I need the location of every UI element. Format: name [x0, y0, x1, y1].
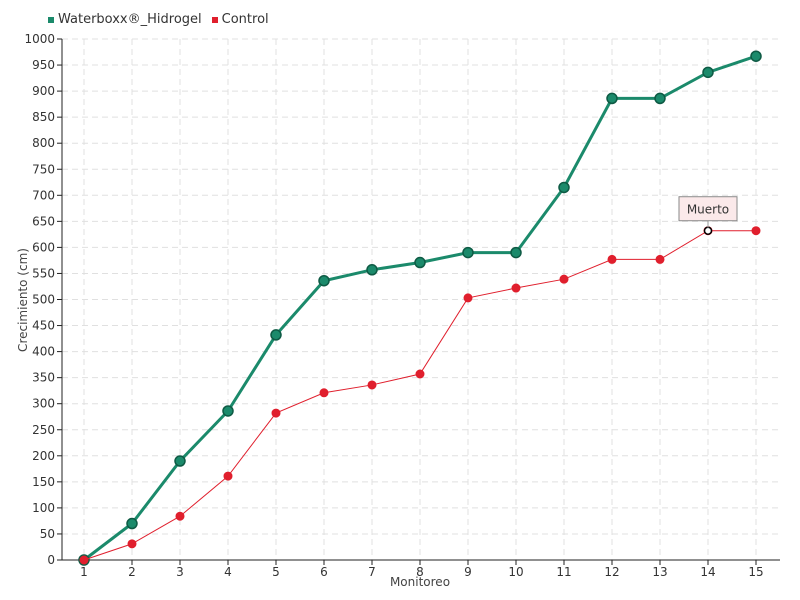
y-tick-label: 600 — [32, 240, 55, 254]
x-tick-label: 1 — [80, 565, 88, 579]
y-tick-label: 900 — [32, 84, 55, 98]
x-tick-label: 5 — [272, 565, 280, 579]
x-tick-label: 6 — [320, 565, 328, 579]
legend-item-control[interactable]: Control — [211, 12, 269, 27]
x-tick-label: 2 — [128, 565, 136, 579]
annotation-label: Muerto — [687, 203, 729, 217]
x-tick-label: 15 — [748, 565, 763, 579]
annotation-marker — [703, 226, 713, 235]
y-tick-label: 950 — [32, 58, 55, 72]
y-tick-label: 0 — [47, 553, 55, 567]
data-point-control[interactable] — [607, 254, 617, 264]
x-tick-label: 12 — [604, 565, 619, 579]
y-tick-label: 50 — [40, 527, 55, 541]
data-point-control[interactable] — [223, 471, 233, 481]
y-tick-label: 250 — [32, 423, 55, 437]
grid-layer — [62, 38, 780, 560]
data-point-waterboxx[interactable] — [558, 181, 570, 194]
x-tick-label: 8 — [416, 565, 424, 579]
data-point-waterboxx[interactable] — [654, 92, 666, 105]
axis-layer: 0 50 100 150 200 250 300 350 400 450 500 550 600 650 7… — [24, 32, 780, 579]
y-tick-label: 550 — [32, 266, 55, 280]
legend-item-waterboxx[interactable]: Waterboxx®_Hidrogel — [48, 12, 202, 27]
y-tick-label: 1000 — [24, 32, 55, 46]
data-point-waterboxx[interactable] — [414, 256, 426, 269]
data-point-waterboxx[interactable] — [366, 264, 378, 276]
x-tick-label: 9 — [464, 565, 472, 579]
x-axis-title: Monitoreo — [390, 575, 450, 589]
data-point-waterboxx[interactable] — [702, 66, 714, 79]
data-point-control[interactable] — [271, 408, 281, 418]
x-tick-label: 4 — [224, 565, 232, 579]
data-point-waterboxx[interactable] — [174, 455, 186, 467]
y-tick-label: 650 — [32, 214, 55, 228]
data-point-waterboxx[interactable] — [606, 92, 618, 105]
data-point-control[interactable] — [655, 254, 665, 264]
y-tick-label: 100 — [32, 501, 55, 515]
data-point-control[interactable] — [319, 388, 329, 398]
legend-label-control: Control — [221, 12, 269, 27]
y-tick-label: 850 — [32, 110, 55, 124]
y-tick-label: 300 — [32, 397, 55, 411]
legend-swatch-control — [211, 16, 218, 23]
y-tick-label: 750 — [32, 162, 55, 176]
data-point-waterboxx[interactable] — [126, 517, 138, 530]
y-tick-label: 450 — [32, 319, 55, 333]
data-point-control[interactable] — [127, 539, 137, 549]
data-point-control[interactable] — [463, 293, 473, 303]
annotation-box — [678, 196, 738, 222]
annotation-layer: Muerto — [678, 196, 738, 235]
y-tick-label: 400 — [32, 345, 55, 359]
chart-legend: Waterboxx®_Hidrogel Control — [48, 12, 269, 27]
y-tick-label: 350 — [32, 371, 55, 385]
data-point-control[interactable] — [367, 380, 377, 390]
x-tick-label: 13 — [652, 565, 667, 579]
x-tick-label: 3 — [176, 565, 184, 579]
y-tick-label: 150 — [32, 475, 55, 489]
y-tick-label: 200 — [32, 449, 55, 463]
x-tick-label: 11 — [556, 565, 571, 579]
x-tick-label: 7 — [368, 565, 376, 579]
data-point-waterboxx[interactable] — [750, 50, 762, 62]
y-tick-label: 500 — [32, 293, 55, 307]
legend-swatch-waterboxx — [48, 16, 54, 23]
data-point-waterboxx[interactable] — [222, 405, 234, 417]
data-point-control[interactable] — [79, 555, 89, 565]
y-tick-label: 700 — [32, 188, 55, 202]
data-point-waterboxx[interactable] — [510, 246, 522, 259]
y-tick-label: 800 — [32, 136, 55, 150]
data-point-waterboxx[interactable] — [318, 274, 330, 287]
data-point-waterboxx[interactable] — [462, 246, 474, 259]
data-point-control[interactable] — [511, 283, 521, 293]
data-point-control[interactable] — [751, 226, 761, 236]
data-point-waterboxx[interactable] — [270, 329, 282, 341]
x-tick-label: 14 — [700, 565, 715, 579]
data-point-control[interactable] — [175, 511, 185, 521]
data-point-control[interactable] — [415, 369, 425, 379]
series-layer — [78, 50, 762, 566]
x-tick-label: 10 — [508, 565, 523, 579]
y-axis-title: Crecimiento (cm) — [16, 248, 30, 352]
legend-label-waterboxx: Waterboxx®_Hidrogel — [58, 12, 202, 27]
data-point-control[interactable] — [559, 274, 569, 284]
